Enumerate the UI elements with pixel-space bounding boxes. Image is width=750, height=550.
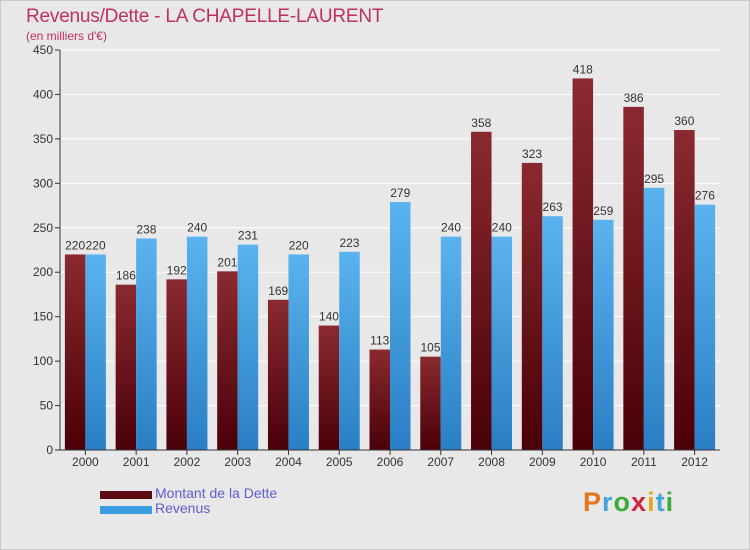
y-tick-label: 200	[33, 265, 53, 279]
y-tick-label: 0	[46, 443, 53, 457]
y-tick-label: 150	[33, 310, 53, 324]
data-label-revenus: 240	[187, 221, 207, 235]
legend-label-dette: Montant de la Dette	[155, 485, 278, 501]
data-label-revenus: 279	[390, 186, 410, 200]
bar-dette	[623, 106, 644, 450]
bar-dette	[318, 325, 340, 450]
data-label-revenus: 240	[441, 221, 461, 235]
y-tick-label: 400	[33, 87, 53, 101]
x-tick-label: 2004	[275, 455, 302, 469]
bar-dette	[471, 131, 492, 450]
y-tick-label: 100	[33, 354, 53, 368]
data-label-dette: 358	[471, 116, 491, 130]
bar-revenus	[440, 236, 462, 450]
bar-dette	[166, 279, 187, 450]
bar-revenus	[593, 219, 614, 450]
data-label-revenus: 220	[289, 238, 309, 252]
bars	[64, 78, 716, 450]
y-tick-label: 450	[33, 43, 53, 57]
logo-letter: t	[655, 487, 666, 517]
legend-swatch-revenus	[100, 506, 152, 514]
x-tick-label: 2008	[478, 455, 505, 469]
data-label-revenus: 240	[492, 221, 512, 235]
data-label-dette: 192	[167, 263, 187, 277]
chart-subtitle: (en milliers d'€)	[26, 29, 107, 43]
x-tick-label: 2003	[224, 455, 251, 469]
bar-revenus	[136, 238, 157, 450]
x-tick-label: 2007	[427, 455, 454, 469]
bar-dette	[674, 130, 695, 450]
logo-letter: P	[583, 487, 603, 517]
x-tick-label: 2000	[72, 455, 99, 469]
logo-letter: o	[613, 487, 632, 517]
logo-letter: r	[602, 487, 614, 517]
logo-letter: i	[647, 487, 656, 517]
data-label-dette: 186	[116, 269, 136, 283]
x-tick-label: 2010	[580, 455, 607, 469]
bar-revenus	[85, 254, 106, 450]
data-label-dette: 105	[421, 341, 441, 355]
bar-revenus	[339, 251, 360, 450]
data-label-dette: 360	[674, 114, 694, 128]
bar-revenus	[694, 204, 716, 450]
bar-dette	[267, 299, 289, 450]
x-tick-label: 2005	[326, 455, 353, 469]
bar-revenus	[542, 216, 563, 450]
x-tick-label: 2002	[174, 455, 201, 469]
x-tick-label: 2009	[529, 455, 556, 469]
legend-swatch-dette	[100, 491, 152, 499]
data-label-dette: 169	[268, 284, 288, 298]
data-label-revenus: 295	[644, 172, 664, 186]
bar-dette	[64, 254, 86, 450]
data-label-dette: 323	[522, 147, 542, 161]
logo-letter: i	[665, 487, 675, 517]
data-label-revenus: 223	[339, 236, 359, 250]
data-label-dette: 201	[217, 255, 237, 269]
bar-dette	[369, 349, 390, 450]
bar-dette	[572, 78, 594, 450]
bar-revenus	[237, 244, 259, 450]
x-tick-label: 2001	[123, 455, 150, 469]
data-label-revenus: 238	[136, 222, 156, 236]
data-label-dette: 386	[624, 91, 644, 105]
x-tick-label: 2011	[631, 455, 657, 469]
bar-revenus	[491, 236, 513, 450]
bar-dette	[217, 271, 238, 450]
legend-label-revenus: Revenus	[155, 500, 211, 516]
bar-revenus	[186, 236, 208, 450]
bar-dette	[115, 284, 137, 450]
data-label-dette: 418	[573, 62, 593, 76]
bar-dette	[420, 356, 441, 450]
data-label-revenus: 231	[238, 229, 258, 243]
y-tick-label: 50	[40, 399, 54, 413]
proxiti-logo: Proxiti	[583, 487, 674, 518]
data-label-revenus: 220	[86, 238, 106, 252]
data-label-revenus: 276	[695, 189, 715, 203]
bar-dette	[521, 162, 543, 450]
axes: 0 50 100 150 200 250 300 350 400 450 2000 2001 2002 2…	[33, 43, 720, 469]
data-label-dette: 113	[370, 334, 389, 348]
chart-title: Revenus/Dette - LA CHAPELLE-LAURENT	[26, 6, 384, 27]
bar-revenus	[390, 202, 411, 450]
y-tick-label: 350	[33, 132, 53, 146]
bar-revenus	[643, 187, 665, 450]
data-label-dette: 220	[65, 238, 85, 252]
data-label-revenus: 263	[543, 200, 563, 214]
x-tick-label: 2006	[377, 455, 404, 469]
data-label-dette: 140	[319, 310, 339, 324]
y-tick-label: 300	[33, 176, 53, 190]
x-tick-label: 2012	[681, 455, 708, 469]
data-label-revenus: 259	[593, 204, 613, 218]
logo-letter: x	[631, 487, 648, 517]
y-tick-label: 250	[33, 221, 53, 235]
data-labels: 220 2201862381922402012311692201402231132…	[65, 62, 715, 354]
bar-revenus	[288, 254, 309, 450]
